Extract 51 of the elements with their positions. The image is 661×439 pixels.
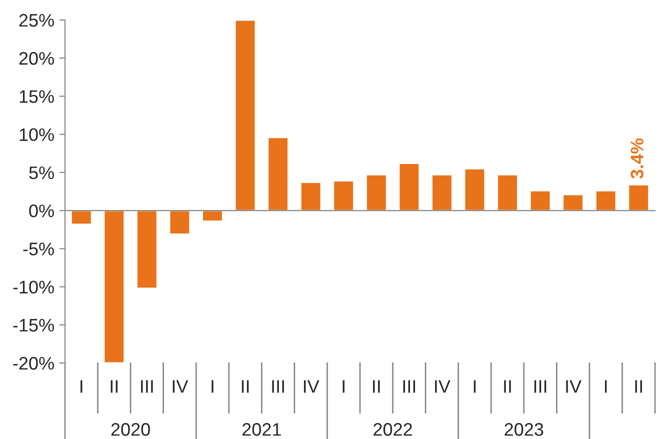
y-tick-label: -5%	[23, 242, 54, 256]
bar	[496, 174, 518, 212]
text: 2022	[374, 423, 412, 436]
text: 2023	[504, 423, 544, 436]
bar	[628, 184, 650, 212]
x-tick-label: IV	[566, 380, 582, 393]
bar	[168, 210, 191, 235]
x-tick-label: I	[212, 380, 214, 393]
text: 2021	[242, 423, 281, 436]
bar	[300, 182, 322, 212]
y-tick-label: 5%	[29, 166, 54, 180]
bar	[103, 210, 126, 363]
x-tick-label: IV	[304, 380, 320, 393]
data-label: 3.4%	[630, 138, 644, 179]
bar	[529, 190, 552, 212]
y-tick-label: 10%	[20, 128, 54, 142]
bar	[398, 162, 420, 212]
y-tick-label: 0%	[29, 204, 54, 218]
x-tick-label: I	[604, 380, 607, 393]
x-tick-label: II	[504, 380, 511, 393]
x-tick-label: IV	[435, 380, 450, 393]
x-tick-label: III	[534, 380, 546, 393]
bar	[70, 210, 92, 225]
y-tick-label: 25%	[19, 14, 54, 27]
y-tick-label: 20%	[19, 52, 54, 65]
x-tick-label: III	[141, 380, 153, 393]
bar	[202, 210, 224, 222]
bar	[366, 174, 388, 212]
x-tick-label: I	[80, 380, 82, 393]
y-tick-label: -20%	[13, 356, 54, 370]
x-tick-label: II	[242, 380, 249, 393]
x-tick-label: III	[403, 380, 416, 393]
x-tick-label: I	[342, 380, 344, 393]
x-tick-label: II	[373, 380, 380, 393]
y-tick-label: -10%	[13, 280, 54, 294]
bar	[464, 168, 486, 212]
bar	[332, 180, 354, 212]
bar	[562, 194, 584, 212]
bar	[594, 190, 617, 212]
x-tick-label: I	[474, 380, 476, 393]
y-tick-label: 15%	[20, 90, 54, 103]
x-tick-label: IV	[172, 380, 188, 393]
bar	[431, 174, 453, 212]
bar	[267, 136, 289, 212]
y-tick-label: -15%	[13, 318, 54, 332]
text: 2020	[111, 423, 150, 436]
x-tick-label: II	[110, 380, 118, 393]
bar	[234, 20, 256, 212]
x-tick-label: III	[272, 380, 284, 393]
bar	[136, 210, 158, 289]
x-tick-label: II	[635, 380, 642, 393]
